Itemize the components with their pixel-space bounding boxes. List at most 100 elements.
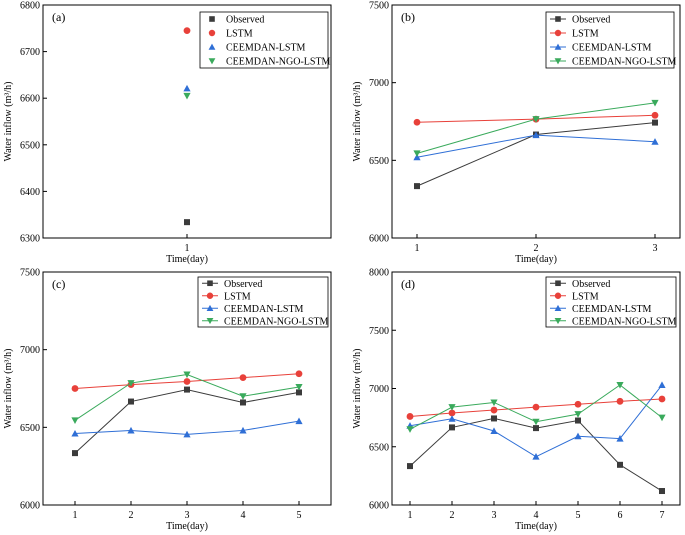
x-tick-label: 1 bbox=[408, 510, 413, 521]
y-tick-label: 6400 bbox=[20, 187, 40, 198]
panel-label: (c) bbox=[52, 277, 65, 291]
data-point bbox=[532, 403, 540, 411]
series-observed bbox=[407, 415, 665, 495]
legend-label: CEEMDAN-LSTM bbox=[226, 43, 306, 54]
data-point bbox=[448, 415, 456, 422]
y-tick-label: 6300 bbox=[20, 234, 40, 245]
panel-label: (a) bbox=[52, 10, 65, 24]
x-axis-label: Time(day) bbox=[166, 254, 208, 265]
data-point bbox=[449, 424, 455, 431]
legend-marker bbox=[209, 16, 215, 22]
y-tick-label: 6000 bbox=[20, 501, 40, 512]
legend-box bbox=[545, 276, 677, 328]
y-tick-label: 8000 bbox=[369, 268, 389, 279]
x-tick-label: 3 bbox=[492, 510, 497, 521]
y-tick-label: 6000 bbox=[369, 501, 389, 512]
series-line bbox=[416, 102, 656, 154]
data-point bbox=[532, 131, 540, 139]
legend-marker bbox=[208, 29, 216, 37]
legend-label: CEEMDAN-NGO-LSTM bbox=[572, 57, 677, 68]
y-axis-label: Water inflow (m³/h) bbox=[3, 349, 14, 429]
legend-box bbox=[197, 276, 329, 328]
data-point bbox=[184, 219, 190, 226]
data-point bbox=[616, 382, 624, 389]
data-point bbox=[239, 393, 247, 400]
data-point bbox=[127, 380, 135, 387]
legend-label: LSTM bbox=[224, 291, 251, 302]
y-tick-label: 6500 bbox=[369, 156, 389, 167]
legend-marker bbox=[554, 317, 562, 325]
y-axis-label: Water inflow (m³/h) bbox=[352, 82, 363, 162]
data-point bbox=[490, 427, 498, 435]
x-tick-label: 4 bbox=[534, 510, 539, 521]
y-tick-label: 6600 bbox=[20, 94, 40, 105]
y-tick-label: 6500 bbox=[369, 442, 389, 453]
series-ceemdan-ngo-lstm bbox=[413, 99, 659, 157]
data-point bbox=[127, 426, 135, 434]
legend-marker bbox=[555, 280, 561, 287]
legend-marker bbox=[206, 292, 214, 299]
data-point bbox=[448, 404, 456, 411]
data-point bbox=[183, 92, 191, 100]
y-tick-label: 6500 bbox=[20, 140, 40, 151]
data-point bbox=[295, 417, 303, 425]
legend-marker bbox=[555, 16, 561, 22]
data-point bbox=[652, 119, 658, 126]
data-point bbox=[574, 400, 582, 408]
y-tick-label: 7500 bbox=[369, 1, 389, 12]
legend-label: CEEMDAN-LSTM bbox=[572, 43, 652, 54]
data-point bbox=[616, 434, 624, 442]
data-point bbox=[658, 381, 666, 389]
data-point bbox=[183, 378, 191, 385]
data-point bbox=[574, 432, 582, 440]
x-tick-label: 5 bbox=[297, 510, 302, 521]
data-point bbox=[239, 374, 247, 382]
panel-label: (b) bbox=[401, 10, 415, 24]
x-tick-label: 7 bbox=[660, 510, 665, 521]
data-point bbox=[183, 430, 191, 438]
x-tick-label: 6 bbox=[618, 510, 623, 521]
legend-label: LSTM bbox=[572, 29, 599, 40]
x-tick-label: 1 bbox=[185, 243, 190, 254]
series-ceemdan-lstm bbox=[183, 84, 191, 92]
legend-marker bbox=[554, 304, 562, 312]
legend-label: CEEMDAN-NGO-LSTM bbox=[226, 57, 331, 68]
legend-marker bbox=[554, 43, 562, 50]
data-point bbox=[659, 488, 665, 495]
chart-panel-3: 6000 6500 7000 7500 1 2 3 4 5 Time(day) Water infl… bbox=[3, 268, 332, 532]
legend-marker bbox=[207, 280, 213, 287]
series-ceemdan-lstm bbox=[413, 131, 659, 161]
data-point bbox=[406, 426, 414, 433]
data-point bbox=[239, 426, 247, 434]
y-tick-label: 6500 bbox=[20, 423, 40, 434]
series-observed bbox=[184, 219, 190, 226]
x-tick-label: 3 bbox=[185, 510, 190, 521]
data-point bbox=[183, 84, 191, 92]
x-axis-label: Time(day) bbox=[166, 521, 208, 532]
x-tick-label: 2 bbox=[450, 510, 455, 521]
series-observed bbox=[72, 386, 302, 457]
data-point bbox=[448, 409, 456, 417]
x-tick-label: 2 bbox=[129, 510, 134, 521]
data-point bbox=[184, 386, 190, 393]
data-point bbox=[658, 395, 666, 403]
y-tick-label: 6800 bbox=[20, 1, 40, 12]
x-tick-label: 1 bbox=[73, 510, 78, 521]
data-point bbox=[71, 417, 79, 424]
data-point bbox=[617, 461, 623, 468]
y-tick-label: 7000 bbox=[20, 345, 40, 356]
x-axis-label: Time(day) bbox=[515, 254, 557, 265]
x-tick-label: 1 bbox=[415, 243, 420, 254]
legend-marker bbox=[554, 58, 562, 65]
legend-label: LSTM bbox=[572, 291, 599, 302]
data-point bbox=[414, 183, 420, 190]
data-point bbox=[240, 399, 246, 406]
x-tick-label: 2 bbox=[534, 243, 539, 254]
legend-marker bbox=[208, 58, 216, 65]
series-line bbox=[74, 389, 300, 454]
data-point bbox=[574, 411, 582, 418]
chart-panel-2: 6000 6500 7000 7500 1 2 3 Time(day) Water inflow… bbox=[352, 1, 681, 265]
